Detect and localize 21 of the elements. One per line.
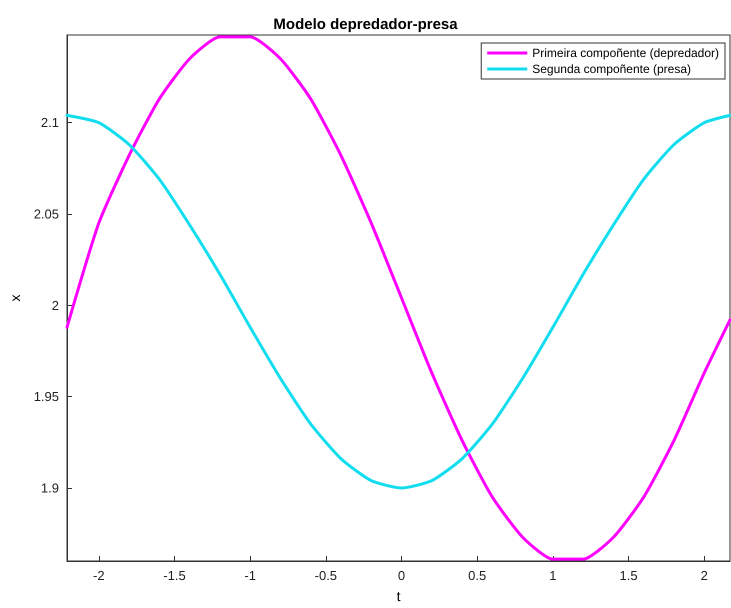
x-tick-label: 0	[398, 568, 406, 583]
y-tick-label: 1.9	[40, 480, 59, 496]
x-tick-label: 0.5	[468, 568, 486, 583]
x-tick-label: -1	[244, 568, 256, 583]
legend-label: Primeira compoñente (depredador)	[532, 46, 720, 60]
x-tick-label: 1	[549, 568, 557, 583]
x-axis-title: t	[396, 588, 401, 604]
x-tick-label: 2	[700, 568, 708, 583]
x-tick-label: -2	[93, 568, 105, 583]
y-tick-label: 2.1	[40, 115, 59, 130]
y-tick-label: 2	[52, 298, 59, 313]
line-series	[66, 114, 731, 490]
legend-label: Segunda compoñente (presa)	[532, 62, 692, 76]
x-tick-label: 1.5	[620, 568, 638, 583]
y-axis-title: x	[7, 294, 23, 302]
x-tick-label: -1.5	[163, 568, 186, 583]
chart-title: Modelo depredador-presa	[273, 16, 458, 33]
x-tick-label: -0.5	[314, 568, 338, 583]
y-tick-label: 2.05	[34, 206, 59, 222]
line-series	[66, 35, 731, 561]
y-tick-label: 1.95	[34, 389, 59, 404]
